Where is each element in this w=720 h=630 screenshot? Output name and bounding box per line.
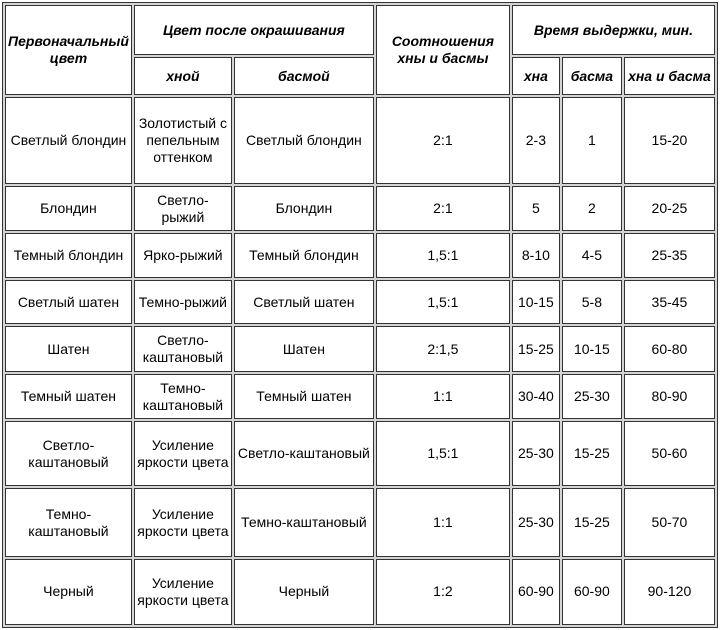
header-color-after: Цвет после окрашивания	[133, 5, 374, 55]
cell-original: Светло-каштановый	[5, 421, 132, 487]
table-row: Темный шатен Темно-каштановый Темный шатен…	[5, 373, 715, 420]
cell-henna: Усиление яркости цвета	[133, 558, 232, 625]
cell-henna: Золотистый с пепельным оттенком	[133, 97, 232, 184]
cell-basma: Шатен	[233, 326, 374, 372]
cell-t-both: 50-60	[623, 421, 715, 487]
cell-t-henna: 10-15	[511, 279, 560, 325]
cell-basma: Светлый шатен	[233, 279, 374, 325]
cell-original: Шатен	[5, 326, 132, 372]
cell-henna: Темно-каштановый	[133, 373, 232, 420]
table-row: Светлый шатен Темно-рыжий Светлый шатен 1,5…	[5, 279, 715, 325]
cell-t-henna: 30-40	[511, 373, 560, 420]
table-row: Светло-каштановый Усиление яркости цвета С…	[5, 421, 715, 487]
cell-original: Черный	[5, 558, 132, 625]
header-original-color: Первоначальный цвет	[5, 5, 132, 95]
header-ratio: Соотношения хны и басмы	[375, 5, 510, 95]
cell-ratio: 1:1	[375, 488, 510, 557]
cell-ratio: 2:1	[375, 97, 510, 184]
cell-basma: Темно-каштановый	[233, 488, 374, 557]
cell-t-henna: 15-25	[511, 326, 560, 372]
cell-basma: Блондин	[233, 185, 374, 232]
cell-t-basma: 15-25	[561, 488, 622, 557]
cell-henna: Ярко-рыжий	[133, 233, 232, 278]
cell-original: Светлый блондин	[5, 97, 132, 184]
cell-original: Блондин	[5, 185, 132, 232]
cell-basma: Темный шатен	[233, 373, 374, 420]
cell-t-both: 35-45	[623, 279, 715, 325]
cell-ratio: 2:1	[375, 185, 510, 232]
table-row: Шатен Светло-каштановый Шатен 2:1,5 15-25 10-…	[5, 326, 715, 372]
cell-t-both: 80-90	[623, 373, 715, 420]
cell-t-both: 20-25	[623, 185, 715, 232]
cell-t-basma: 1	[561, 97, 622, 184]
cell-henna: Светло-рыжий	[133, 185, 232, 232]
table-row: Черный Усиление яркости цвета Черный 1:2 60-…	[5, 558, 715, 625]
cell-henna: Светло-каштановый	[133, 326, 232, 372]
cell-basma: Черный	[233, 558, 374, 625]
cell-t-both: 90-120	[623, 558, 715, 625]
cell-t-basma: 5-8	[561, 279, 622, 325]
header-time: Время выдержки, мин.	[511, 5, 715, 55]
cell-ratio: 1,5:1	[375, 421, 510, 487]
cell-ratio: 2:1,5	[375, 326, 510, 372]
cell-t-basma: 15-25	[561, 421, 622, 487]
cell-ratio: 1,5:1	[375, 233, 510, 278]
cell-ratio: 1:2	[375, 558, 510, 625]
cell-t-basma: 25-30	[561, 373, 622, 420]
cell-t-henna: 25-30	[511, 421, 560, 487]
header-basma: басмой	[233, 57, 374, 95]
cell-ratio: 1,5:1	[375, 279, 510, 325]
cell-henna: Усиление яркости цвета	[133, 421, 232, 487]
cell-basma: Светло-каштановый	[233, 421, 374, 487]
header-henna: хной	[133, 57, 232, 95]
cell-original: Темный блондин	[5, 233, 132, 278]
cell-t-both: 15-20	[623, 97, 715, 184]
table-row: Темный блондин Ярко-рыжий Темный блондин 1,…	[5, 233, 715, 278]
table-row: Блондин Светло-рыжий Блондин 2:1 5 2 20-25	[5, 185, 715, 232]
cell-basma: Темный блондин	[233, 233, 374, 278]
cell-t-henna: 5	[511, 185, 560, 232]
cell-t-basma: 2	[561, 185, 622, 232]
cell-basma: Светлый блондин	[233, 97, 374, 184]
table-row: Темно-каштановый Усиление яркости цвета Те…	[5, 488, 715, 557]
cell-t-both: 60-80	[623, 326, 715, 372]
cell-henna: Усиление яркости цвета	[133, 488, 232, 557]
cell-t-both: 50-70	[623, 488, 715, 557]
cell-t-basma: 4-5	[561, 233, 622, 278]
cell-original: Темно-каштановый	[5, 488, 132, 557]
cell-ratio: 1:1	[375, 373, 510, 420]
cell-original: Темный шатен	[5, 373, 132, 420]
cell-t-henna: 8-10	[511, 233, 560, 278]
header-time-both: хна и басма	[623, 57, 715, 95]
cell-t-henna: 25-30	[511, 488, 560, 557]
cell-t-basma: 60-90	[561, 558, 622, 625]
cell-t-henna: 2-3	[511, 97, 560, 184]
cell-t-basma: 10-15	[561, 326, 622, 372]
cell-henna: Темно-рыжий	[133, 279, 232, 325]
cell-t-both: 25-35	[623, 233, 715, 278]
header-time-basma: басма	[561, 57, 622, 95]
cell-original: Светлый шатен	[5, 279, 132, 325]
table-row: Светлый блондин Золотистый с пепельным от…	[5, 97, 715, 184]
cell-t-henna: 60-90	[511, 558, 560, 625]
header-time-henna: хна	[511, 57, 560, 95]
